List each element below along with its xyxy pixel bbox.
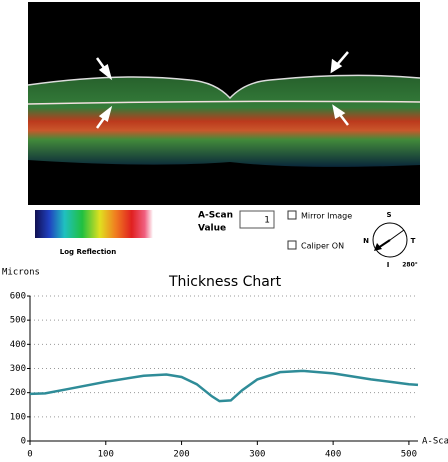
compass-label: S — [386, 211, 391, 219]
mirror-label: Mirror Image — [301, 212, 352, 221]
color-bar-label: Log Reflection — [60, 248, 116, 256]
caliper-label: Caliper ON — [301, 242, 344, 251]
x-axis-label: A-Scan — [422, 437, 448, 447]
a-scan-label: A-Scan — [198, 211, 233, 221]
chart-title: Thickness Chart — [168, 274, 282, 290]
mirror-checkbox[interactable] — [287, 210, 297, 220]
color-bar — [35, 210, 153, 238]
y-axis-label: Microns — [2, 268, 40, 278]
y-tick-label: 300 — [10, 364, 26, 374]
compass-label: I — [387, 261, 390, 269]
compass — [372, 222, 408, 258]
y-tick-label: 600 — [10, 292, 26, 302]
y-tick-label: 100 — [10, 412, 26, 422]
plot: 0 100 200 300 400 500 600 0 100 200 300 400 500 — [10, 292, 419, 460]
a-scan-input[interactable] — [239, 210, 275, 229]
compass-label: N — [363, 237, 369, 245]
y-tick-label: 200 — [10, 388, 26, 398]
x-tick-label: 400 — [325, 450, 341, 460]
y-tick-label: 400 — [10, 340, 26, 350]
x-tick-label: 200 — [173, 450, 189, 460]
x-tick-label: 500 — [401, 450, 417, 460]
caliper-checkbox[interactable] — [287, 240, 297, 250]
y-tick-label: 500 — [10, 316, 26, 326]
a-scan-value: 1 — [264, 216, 270, 226]
x-tick-label: 100 — [98, 450, 114, 460]
a-scan-label: Value — [198, 224, 226, 234]
y-tick-label: 0 — [21, 437, 26, 447]
thickness-line — [29, 369, 419, 403]
oct-image — [27, 2, 421, 205]
x-tick-label: 300 — [249, 450, 265, 460]
compass-angle: 280° — [402, 262, 418, 269]
compass-label: T — [411, 237, 416, 245]
x-tick-label: 0 — [27, 450, 32, 460]
